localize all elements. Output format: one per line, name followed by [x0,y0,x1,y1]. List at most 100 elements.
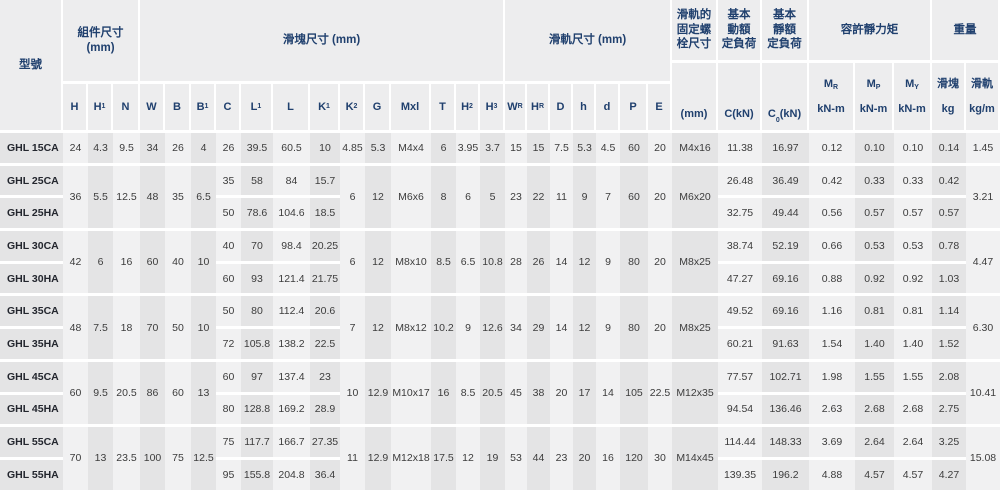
table-cell-D: 14 [550,296,573,359]
table-cell-L: 60.5 [273,133,310,163]
model-cell: GHL 45HA [0,394,63,425]
table-cell-W: 48 [140,165,165,229]
table-cell-MY: 0.92 [894,263,932,294]
table-cell-B1: 10 [191,296,216,359]
symbol-header: C [216,84,241,130]
table-cell-MY: 0.81 [894,296,932,327]
table-cell-C0: 69.16 [762,296,809,327]
group-header-moment: 容許靜力矩 [809,0,932,60]
table-cell-wblock: 1.03 [932,263,966,294]
table-cell-P: 80 [620,296,648,359]
table-cell-MY: 0.57 [894,198,932,229]
symbol-header: P [620,84,648,130]
table-cell-L1: 70 [241,231,273,261]
table-cell-Mxl: M10x17 [391,361,431,425]
table-cell-wblock: 2.75 [932,394,966,425]
table-cell-Cdyn: 77.57 [718,361,762,392]
table-cell-G: 12 [365,296,391,359]
table-cell-B: 60 [165,361,191,425]
table-cell-MR: 0.12 [809,133,855,163]
table-cell-Mxl: M12x18 [391,427,431,490]
table-cell-Mxl: M8x12 [391,296,431,359]
table-cell-C0: 69.16 [762,263,809,294]
table-cell-HR: 44 [527,427,550,490]
table-cell-G: 5.3 [365,133,391,163]
table-cell-H1: 4.3 [88,133,113,163]
table-cell-L1: 128.8 [241,394,273,425]
model-cell: GHL 35HA [0,329,63,359]
table-cell-wblock: 4.27 [932,459,966,490]
table-cell-D: 14 [550,231,573,294]
table-cell-H2: 8.5 [456,361,480,425]
table-cell-W: 60 [140,231,165,294]
table-cell-C: 95 [216,459,241,490]
table-cell-N: 9.5 [113,133,140,163]
table-cell-wblock: 1.14 [932,296,966,327]
table-cell-wblock: 0.78 [932,231,966,261]
table-cell-N: 18 [113,296,140,359]
table-cell-D: 20 [550,361,573,425]
table-cell-B: 26 [165,133,191,163]
table-cell-L: 104.6 [273,198,310,229]
table-cell-d: 9 [596,231,620,294]
table-cell-N: 12.5 [113,165,140,229]
table-cell-L: 112.4 [273,296,310,327]
table-cell-B1: 4 [191,133,216,163]
table-cell-H3: 20.5 [480,361,505,425]
table-cell-MY: 1.40 [894,329,932,359]
table-cell-wblock: 0.42 [932,165,966,196]
table-cell-MR: 0.88 [809,263,855,294]
table-cell-H2: 3.95 [456,133,480,163]
table-cell-HR: 29 [527,296,550,359]
group-header-dynamic-load: 基本 動額 定負荷 [718,0,762,60]
table-cell-H: 60 [63,361,88,425]
table-cell-Cdyn: 38.74 [718,231,762,261]
table-cell-WR: 28 [505,231,527,294]
table-cell-MY: 2.68 [894,394,932,425]
table-cell-MR: 0.56 [809,198,855,229]
table-cell-K2: 6 [340,165,365,229]
table-cell-K1: 22.5 [310,329,340,359]
group-header-assembly: 組件尺寸 (mm) [63,0,140,81]
group-header-weight: 重量 [932,0,1000,60]
table-cell-L: 84 [273,165,310,196]
symbol-header: h [573,84,596,130]
table-cell-MP: 1.40 [855,329,894,359]
table-cell-W: 70 [140,296,165,359]
table-cell-MP: 0.57 [855,198,894,229]
table-cell-P: 60 [620,165,648,229]
table-cell-H2: 9 [456,296,480,359]
table-cell-T: 17.5 [431,427,456,490]
table-cell-MP: 0.81 [855,296,894,327]
table-cell-G: 12 [365,165,391,229]
table-cell-wblock: 2.08 [932,361,966,392]
table-cell-wblock: 0.14 [932,133,966,163]
table-cell-bolt: M8x25 [672,296,718,359]
symbol-header: G [365,84,391,130]
table-cell-L1: 80 [241,296,273,327]
table-cell-C: 75 [216,427,241,457]
table-cell-C0: 136.46 [762,394,809,425]
model-cell: GHL 30CA [0,231,63,261]
table-cell-T: 10.2 [431,296,456,359]
table-cell-K1: 36.4 [310,459,340,490]
table-cell-wrail: 4.47 [966,231,1000,294]
table-cell-B1: 6.5 [191,165,216,229]
table-cell-E: 20 [648,165,672,229]
table-cell-H3: 19 [480,427,505,490]
table-cell-H: 24 [63,133,88,163]
table-cell-N: 16 [113,231,140,294]
table-cell-MY: 2.64 [894,427,932,457]
table-cell-P: 120 [620,427,648,490]
table-cell-C: 80 [216,394,241,425]
table-cell-bolt: M12x35 [672,361,718,425]
table-cell-wrail: 10.41 [966,361,1000,425]
table-cell-H: 42 [63,231,88,294]
model-cell: GHL 45CA [0,361,63,392]
table-cell-wrail: 15.08 [966,427,1000,490]
